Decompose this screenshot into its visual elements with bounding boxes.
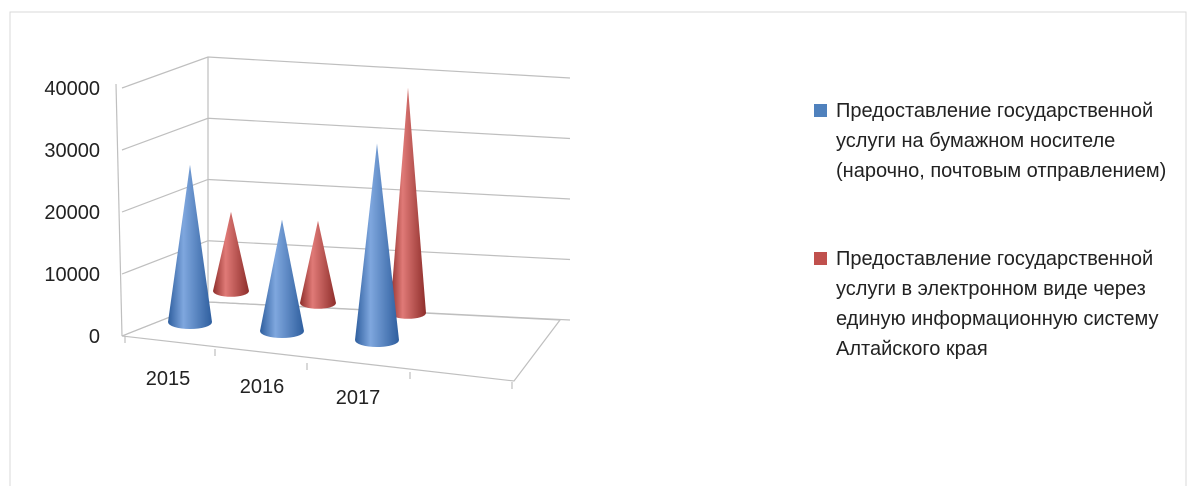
legend-swatch-red	[814, 252, 827, 265]
gridline	[121, 56, 571, 89]
y-tick-label: 40000	[44, 78, 100, 100]
left-wall-edge	[115, 83, 123, 337]
cone-2015-series-2	[213, 211, 249, 297]
legend-label-series-2: Предоставление государственной услуги в …	[836, 248, 1159, 360]
x-tick-label: 2016	[240, 376, 285, 398]
chart-walls	[115, 56, 571, 389]
y-tick-label: 20000	[44, 202, 100, 224]
y-axis: 0 10000 20000 30000 40000	[44, 78, 100, 348]
y-tick-label: 30000	[44, 140, 100, 162]
legend-swatch-blue	[814, 104, 827, 117]
x-tick-label: 2015	[146, 368, 191, 390]
gridline	[121, 117, 571, 151]
legend-label-series-1: Предоставление государственной услуги на…	[836, 100, 1167, 182]
x-axis: 2015 2016 2017	[146, 368, 381, 409]
cone-2017-series-2	[390, 87, 426, 319]
x-tick-label: 2017	[336, 387, 381, 409]
chart-series	[168, 87, 426, 348]
cone-2016-series-1	[260, 219, 304, 339]
y-tick-label: 0	[89, 326, 100, 348]
legend-item-series-2: Предоставление государственной услуги в …	[812, 244, 1182, 364]
cone-2016-series-2	[300, 220, 336, 309]
chart-border	[9, 11, 1187, 486]
cone-2017-series-1	[355, 143, 399, 348]
legend-item-series-1: Предоставление государственной услуги на…	[812, 96, 1182, 186]
y-tick-label: 10000	[44, 264, 100, 286]
chart-legend: Предоставление государственной услуги на…	[812, 96, 1182, 398]
cone-2015-series-1	[168, 164, 212, 330]
